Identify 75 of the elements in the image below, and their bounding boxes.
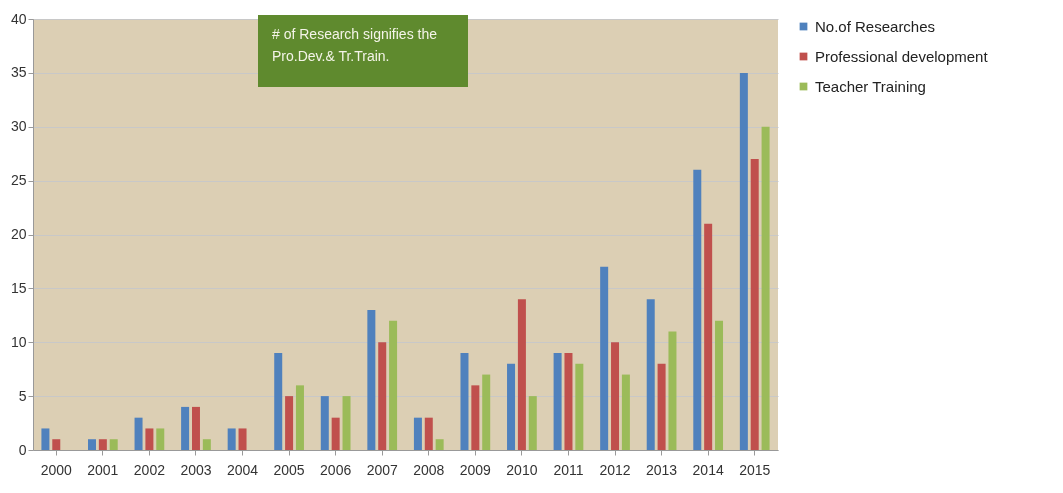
bar	[482, 374, 491, 450]
bar	[227, 428, 236, 450]
bar	[331, 417, 340, 450]
legend-label: Teacher Training	[815, 77, 926, 95]
bar	[507, 363, 516, 450]
bar	[52, 439, 61, 450]
bar	[715, 320, 724, 450]
bar	[285, 396, 294, 450]
x-tick-label: 2008	[413, 461, 445, 478]
bar	[378, 342, 387, 450]
y-tick-label: 10	[10, 333, 27, 350]
x-tick-label: 2014	[692, 461, 724, 478]
x-tick-label: 2005	[273, 461, 305, 478]
bar	[693, 169, 702, 450]
bar	[739, 72, 748, 450]
bar	[611, 342, 620, 450]
bar	[156, 428, 165, 450]
x-tick-label: 2007	[366, 461, 398, 478]
bar	[435, 439, 444, 450]
bar	[98, 439, 107, 450]
bar	[553, 353, 562, 450]
bar	[413, 417, 422, 450]
bar	[575, 363, 584, 450]
bar	[621, 374, 630, 450]
bar	[528, 396, 537, 450]
bar	[750, 159, 759, 450]
x-tick-label: 2000	[40, 461, 73, 478]
y-tick-label: 35	[10, 64, 27, 81]
y-tick-label: 5	[18, 387, 27, 404]
bar	[600, 266, 609, 450]
y-tick-label: 0	[18, 441, 27, 458]
y-tick-label: 40	[10, 10, 27, 27]
legend-label: No.of Researches	[815, 17, 936, 35]
bar	[761, 126, 770, 450]
bar	[646, 299, 655, 450]
x-tick-label: 2003	[180, 461, 212, 478]
bar	[191, 406, 200, 450]
bar	[181, 406, 190, 450]
bar	[657, 363, 666, 450]
bar	[517, 299, 526, 450]
x-tick-label: 2001	[87, 461, 119, 478]
bar	[109, 439, 118, 450]
y-tick-label: 25	[10, 172, 27, 189]
bar	[668, 331, 677, 450]
bar	[424, 417, 433, 450]
bar	[295, 385, 304, 450]
x-tick-label: 2002	[133, 461, 166, 478]
x-tick-label: 2013	[646, 461, 678, 478]
bar	[145, 428, 154, 450]
x-tick-label: 2011	[553, 461, 584, 478]
bar	[134, 417, 143, 450]
legend-label: Professional development	[815, 47, 989, 65]
bar	[471, 385, 480, 450]
bar	[87, 439, 96, 450]
bar	[704, 223, 713, 450]
bar	[274, 353, 283, 450]
y-tick-label: 20	[10, 226, 27, 242]
y-tick-label: 15	[10, 279, 27, 296]
bar	[564, 353, 573, 450]
x-tick-label: 2009	[459, 461, 492, 478]
bar	[367, 309, 376, 450]
x-tick-label: 2006	[320, 461, 352, 478]
x-tick-label: 2004	[226, 461, 259, 478]
bar	[389, 320, 398, 450]
bar	[342, 396, 351, 450]
bar	[320, 396, 329, 450]
x-tick-label: 2012	[599, 461, 631, 478]
x-tick-label: 2015	[739, 461, 771, 478]
bar	[41, 428, 50, 450]
note-box: # of Research signifies the Pro.Dev.& Tr.Train.	[258, 15, 468, 87]
y-tick-label: 30	[10, 118, 27, 135]
bar	[238, 428, 247, 450]
bar	[460, 353, 469, 450]
x-tick-label: 2010	[506, 461, 538, 478]
bar	[202, 439, 211, 450]
